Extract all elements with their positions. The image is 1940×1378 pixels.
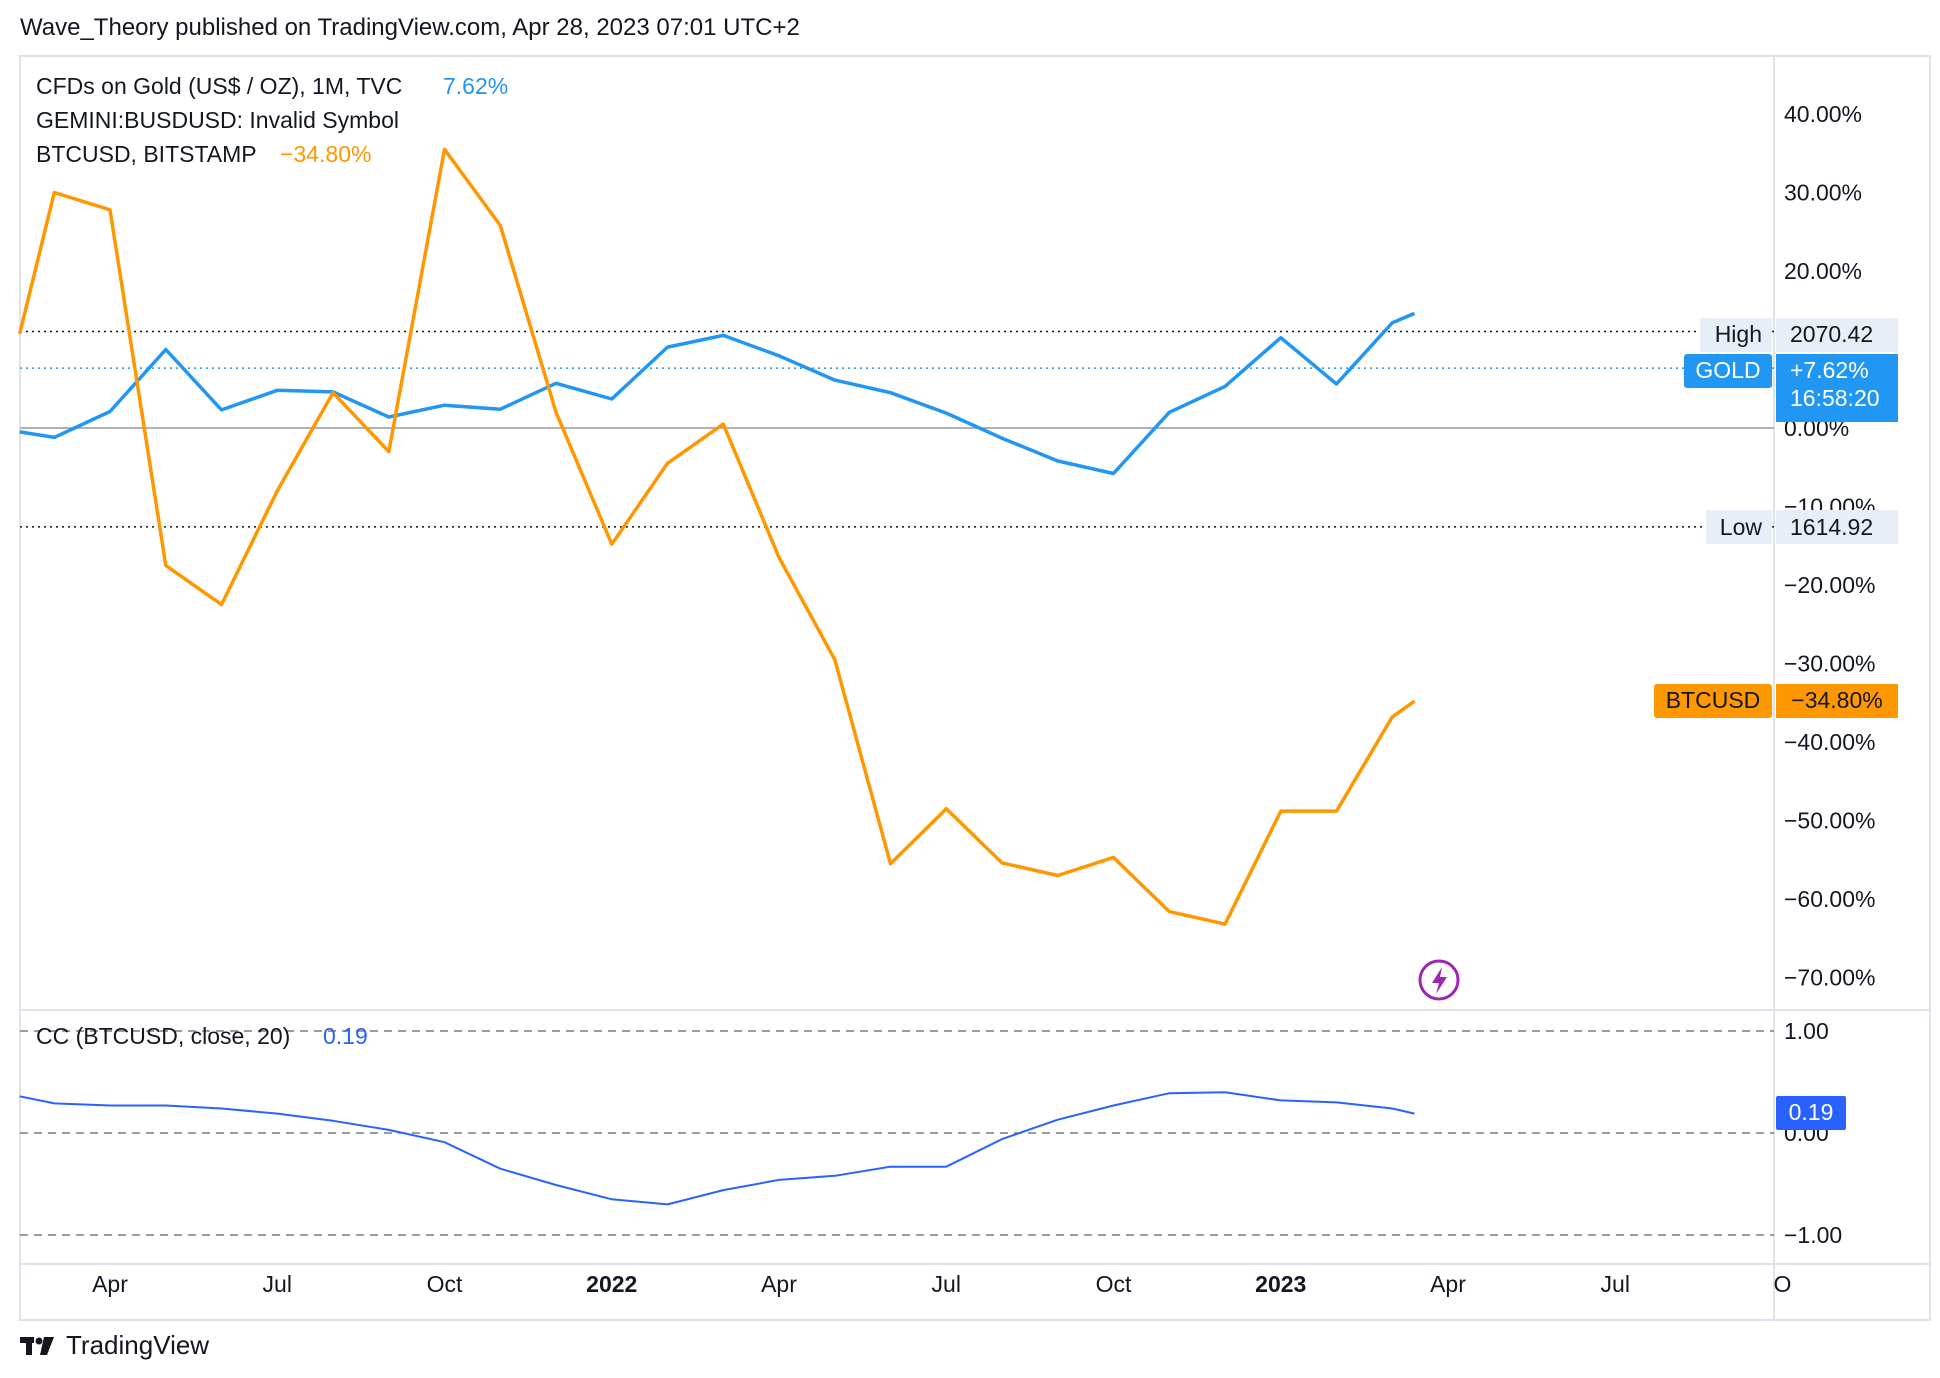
publish-header: Wave_Theory published on TradingView.com… bbox=[20, 14, 800, 41]
cc-y-tick-label: −1.00 bbox=[1784, 1222, 1842, 1248]
legend-btc-value: −34.80% bbox=[280, 141, 371, 167]
chart-frame bbox=[19, 55, 1931, 1321]
btc-tag: BTCUSD bbox=[1666, 687, 1761, 713]
tradingview-logo-icon bbox=[20, 1336, 54, 1355]
btc-pct: −34.80% bbox=[1791, 687, 1882, 713]
cc-last-value: 0.19 bbox=[1789, 1099, 1834, 1125]
y-tick-label: 40.00% bbox=[1784, 101, 1862, 127]
footer-logo[interactable]: TradingView bbox=[20, 1330, 209, 1361]
y-tick-label: 20.00% bbox=[1784, 258, 1862, 284]
gold-pct: +7.62% bbox=[1790, 357, 1869, 383]
y-tick-label: −40.00% bbox=[1784, 729, 1875, 755]
y-tick-label: −20.00% bbox=[1784, 572, 1875, 598]
footer-brand: TradingView bbox=[66, 1330, 210, 1360]
y-tick-label: −50.00% bbox=[1784, 808, 1875, 834]
legend-busd-label: GEMINI:BUSDUSD: Invalid Symbol bbox=[36, 107, 399, 133]
x-tick-label: Jul bbox=[1601, 1271, 1630, 1297]
btc-series-line[interactable] bbox=[18, 147, 1416, 926]
low-label: Low bbox=[1720, 514, 1763, 540]
btc-tag-box bbox=[1654, 684, 1772, 718]
high-value: 2070.42 bbox=[1790, 321, 1873, 347]
high-value-box bbox=[1776, 318, 1898, 352]
legend-btc-label: BTCUSD, BITSTAMP bbox=[36, 141, 257, 167]
x-tick-label: Apr bbox=[761, 1271, 797, 1297]
x-tick-label: Oct bbox=[1096, 1271, 1132, 1297]
cc-last-box bbox=[1776, 1096, 1846, 1130]
y-tick-label: 30.00% bbox=[1784, 180, 1862, 206]
low-value-box bbox=[1776, 510, 1898, 544]
time-axis[interactable]: Apr Jul Oct 2022 Apr Jul Oct 2023 Apr Jul O bbox=[92, 1271, 1791, 1297]
high-label: High bbox=[1715, 321, 1762, 347]
x-tick-label: Apr bbox=[1430, 1271, 1466, 1297]
legend-gold-label: CFDs on Gold (US$ / OZ), 1M, TVC bbox=[36, 73, 402, 99]
gold-series-line[interactable] bbox=[19, 311, 1416, 476]
x-tick-label: Jul bbox=[932, 1271, 961, 1297]
btc-price-box bbox=[1776, 684, 1898, 718]
cc-series-line[interactable] bbox=[19, 1091, 1415, 1206]
x-tick-label: Oct bbox=[427, 1271, 463, 1297]
cc-y-tick-label: 1.00 bbox=[1784, 1018, 1829, 1044]
high-label-box bbox=[1700, 318, 1772, 352]
gold-tag-box bbox=[1684, 354, 1772, 388]
main-pane[interactable] bbox=[18, 147, 1774, 926]
gold-price-box bbox=[1776, 354, 1898, 422]
y-tick-label: −60.00% bbox=[1784, 886, 1875, 912]
gold-countdown: 16:58:20 bbox=[1790, 385, 1880, 411]
cc-legend-label: CC (BTCUSD, close, 20) bbox=[36, 1023, 290, 1049]
y-tick-label: −30.00% bbox=[1784, 651, 1875, 677]
cc-legend-value: 0.19 bbox=[323, 1023, 368, 1049]
x-tick-label: 2022 bbox=[586, 1271, 637, 1297]
price-scale[interactable]: 40.00%30.00%20.00%−10.00%−20.00%−30.00%−… bbox=[1784, 101, 1875, 1248]
low-value: 1614.92 bbox=[1790, 514, 1873, 540]
lightning-icon[interactable] bbox=[1418, 959, 1460, 1001]
x-tick-label: Jul bbox=[263, 1271, 292, 1297]
x-tick-label: 2023 bbox=[1255, 1271, 1306, 1297]
gold-tag: GOLD bbox=[1695, 357, 1760, 383]
y-tick-label: −70.00% bbox=[1784, 965, 1875, 991]
low-label-box bbox=[1706, 510, 1772, 544]
x-tick-label: O bbox=[1774, 1271, 1792, 1297]
legend-gold-value: 7.62% bbox=[443, 73, 508, 99]
indicator-pane[interactable] bbox=[19, 1030, 1774, 1236]
x-tick-label: Apr bbox=[92, 1271, 128, 1297]
